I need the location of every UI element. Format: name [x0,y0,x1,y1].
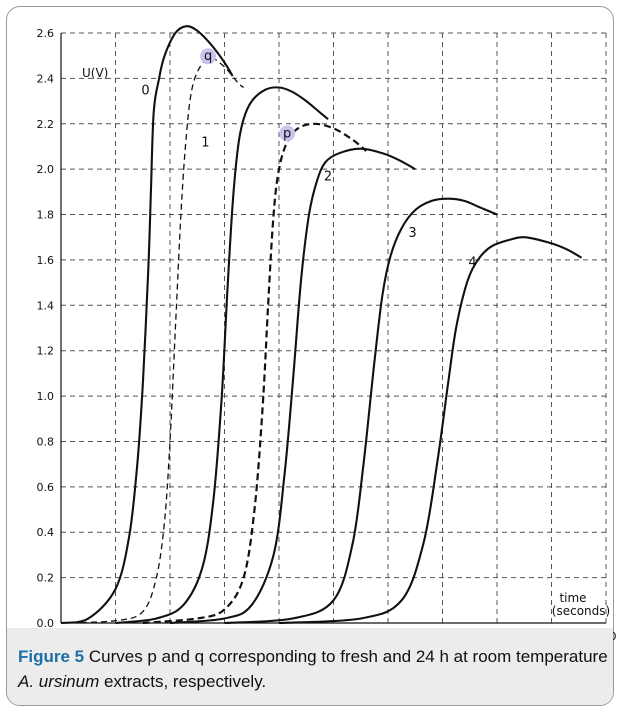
curve-label-marker-p [279,125,296,142]
y-tick-label: 2.6 [37,27,55,40]
figure-frame [6,6,614,706]
y-tick-label: 1.2 [37,345,55,358]
curve-label-q: q [204,49,212,64]
curve-label-4: 4 [468,256,476,271]
caption-species: A. ursinum [18,672,100,691]
grid-lines [61,32,607,623]
curve-1 [115,86,329,625]
caption-box [7,628,613,705]
y-axis-label: U(V) [82,66,108,80]
curve-label-1: 1 [201,135,209,150]
y-tick-label: 0.4 [37,526,55,539]
curve-0 [60,25,234,625]
y-tick-label: 2.2 [37,118,55,131]
curve-label-3: 3 [408,226,416,241]
curve-label-marker-q [200,48,217,65]
curve-label-2: 2 [324,170,332,185]
tick-labels: 0.0204060801001201401601802000.00.20.40.… [37,27,617,643]
y-tick-label: 0.2 [37,572,55,585]
curve-label-p: p [283,126,291,141]
curve-2 [169,147,416,625]
x-axis-unit: (seconds) [552,604,610,618]
y-tick-label: 0.6 [37,481,55,494]
y-tick-label: 1.8 [37,209,55,222]
figure-caption: Figure 5 Curves p and q corresponding to… [18,644,608,694]
curve-p [142,122,367,625]
curve-label-0: 0 [141,83,149,98]
curve-labels: 0 q 1 p 2 3 4 [141,48,477,271]
axes [60,33,606,624]
x-axis-label: time [559,591,586,605]
curve-3 [224,197,498,625]
y-tick-label: 1.6 [37,254,55,267]
y-tick-label: 1.0 [37,390,55,403]
curves [60,25,583,625]
y-tick-label: 1.4 [37,299,55,312]
caption-text-end: extracts, respectively. [99,672,267,691]
curve-4 [278,236,583,625]
y-tick-label: 2.0 [37,163,55,176]
y-tick-label: 0.0 [37,617,55,630]
y-tick-label: 0.8 [37,435,55,448]
y-tick-label: 2.4 [37,72,55,85]
figure-label: Figure 5 [18,647,85,666]
caption-text: Curves p and q corresponding to fresh an… [84,647,608,666]
